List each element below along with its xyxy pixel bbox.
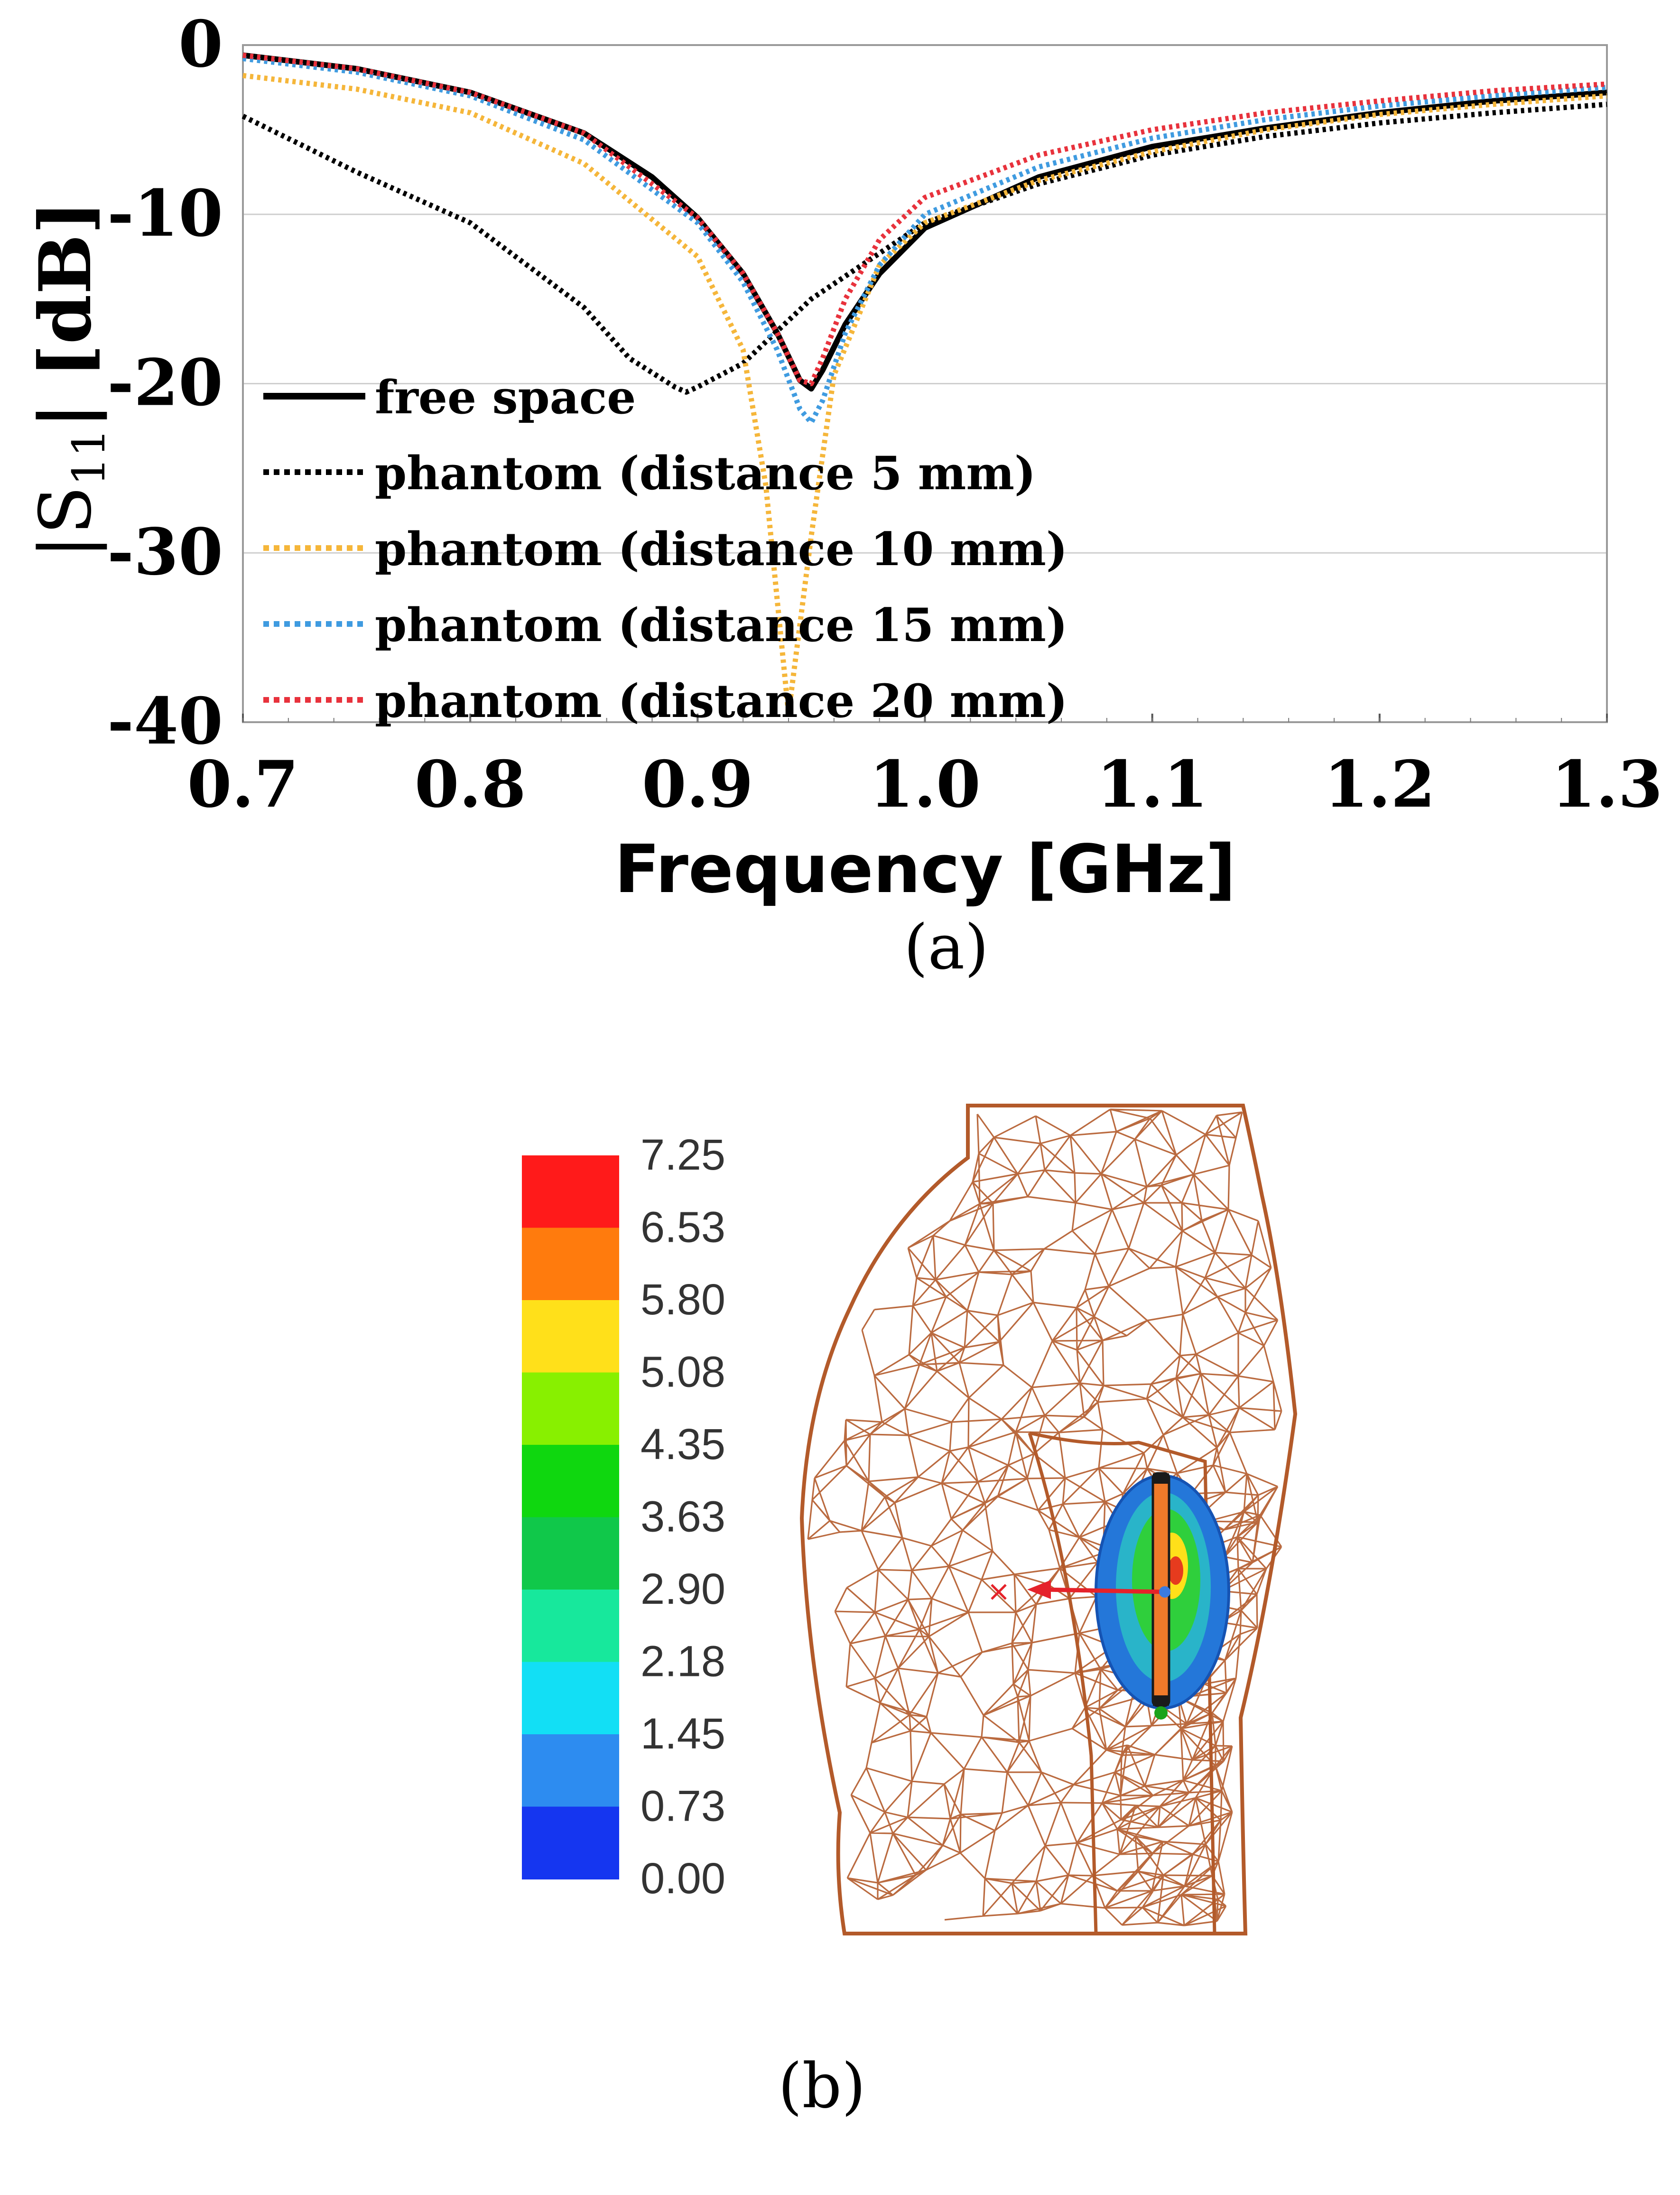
colorbar-segment-5 xyxy=(522,1517,619,1590)
y-axis-title: |S11| [dB] xyxy=(24,201,115,559)
colorbar-level-label: 2.90 xyxy=(640,1565,725,1613)
series-line-2 xyxy=(242,73,1607,716)
phantom-seam xyxy=(1029,1431,1216,1934)
phantom-seam xyxy=(1028,1432,1098,1934)
y-axis-title-prefix: |S xyxy=(25,486,107,558)
colorbar-segment-0 xyxy=(522,1155,619,1228)
colorbar-level-label: 2.18 xyxy=(640,1637,725,1686)
colorbar-level-label: 6.53 xyxy=(640,1203,725,1252)
x-tick-label: 0.8 xyxy=(415,746,526,822)
colorbar-segment-8 xyxy=(522,1734,619,1807)
legend: free space phantom (distance 5 mm) phantom… xyxy=(263,371,1067,728)
y-axis-title-subscript: 11 xyxy=(63,428,115,486)
x-tick-label: 0.9 xyxy=(642,746,753,822)
colorbar-level-label: 5.80 xyxy=(640,1275,725,1324)
colorbar-level-label: 3.63 xyxy=(640,1493,725,1541)
y-tick-label: -20 xyxy=(107,345,223,420)
antenna-bottom-marker xyxy=(1154,1706,1168,1720)
coordinate-marker-line-2 xyxy=(991,1584,1007,1600)
x-tick-label: 1.2 xyxy=(1324,746,1435,822)
antenna-top-cap xyxy=(1153,1473,1169,1484)
colorbar-level-label: 7.25 xyxy=(640,1131,725,1179)
feed-point xyxy=(1159,1586,1170,1598)
x-tick-label: 1.3 xyxy=(1551,746,1663,822)
colorbar-segment-6 xyxy=(522,1590,619,1663)
legend-label-4: phantom (distance 20 mm) xyxy=(375,674,1067,728)
panel-label-a: (a) xyxy=(904,911,989,983)
sar-distribution xyxy=(991,1472,1230,1720)
phantom-mesh-edges xyxy=(807,1108,1282,1926)
direction-arrow-head xyxy=(1027,1580,1051,1599)
y-tick-label: -30 xyxy=(107,514,223,589)
legend-label-1: phantom (distance 5 mm) xyxy=(375,446,1036,500)
colorbar-level-label: 4.35 xyxy=(640,1420,725,1469)
antenna-bottom-cap xyxy=(1153,1695,1169,1706)
colorbar-segment-3 xyxy=(522,1372,619,1445)
phantom-outline xyxy=(799,1104,1298,1935)
colorbar-segment-7 xyxy=(522,1662,619,1735)
legend-label-0: free space xyxy=(375,371,636,424)
grid-lines xyxy=(243,214,1607,554)
series-line-3 xyxy=(242,56,1607,426)
panel-label-b: (b) xyxy=(778,2050,866,2122)
y-axis-title-suffix: | [dB] xyxy=(24,201,107,428)
s11-chart: 0 -10 -20 -30 -400.7 0.8 0.9 1.0 1.1 1.2 1.3 free … xyxy=(24,6,1662,908)
direction-arrow-shaft xyxy=(1043,1587,1165,1594)
colorbar-segment-4 xyxy=(522,1445,619,1518)
y-tick-label: 0 xyxy=(178,6,223,82)
phantom-wireframe-mesh xyxy=(799,1104,1298,1935)
y-tick-label: -40 xyxy=(107,683,223,759)
colorbar-level-label: 0.00 xyxy=(640,1854,725,1903)
colorbar-segment-1 xyxy=(522,1228,619,1301)
series-lines xyxy=(241,52,1607,716)
colorbar-level-label: 5.08 xyxy=(640,1348,725,1396)
colorbar-segment-9 xyxy=(522,1806,619,1879)
series-line-1 xyxy=(241,102,1607,395)
axis-ticks: 0 -10 -20 -30 -400.7 0.8 0.9 1.0 1.1 1.2 1.3 xyxy=(107,6,1662,822)
sar-peak-region xyxy=(1168,1556,1183,1585)
colorbar-segments: 7.25 6.53 5.80 5.08 4.35 3.63 2.90 2.18 1.45 0.73… xyxy=(522,1131,725,1903)
axis-labels: Frequency [GHz] |S11| [dB] xyxy=(24,201,1236,908)
x-tick-label: 0.7 xyxy=(187,746,299,822)
colorbar-level-label: 0.73 xyxy=(640,1782,725,1831)
colorbar-level-label: 1.45 xyxy=(640,1710,725,1758)
y-tick-label: -10 xyxy=(107,176,223,251)
series-line-4 xyxy=(242,52,1607,386)
x-tick-label: 1.1 xyxy=(1096,746,1208,822)
legend-label-3: phantom (distance 15 mm) xyxy=(375,598,1067,652)
colorbar-segment-2 xyxy=(522,1300,619,1373)
legend-label-2: phantom (distance 10 mm) xyxy=(375,522,1067,576)
x-axis-title: Frequency [GHz] xyxy=(614,831,1236,908)
x-tick-label: 1.0 xyxy=(869,746,981,822)
